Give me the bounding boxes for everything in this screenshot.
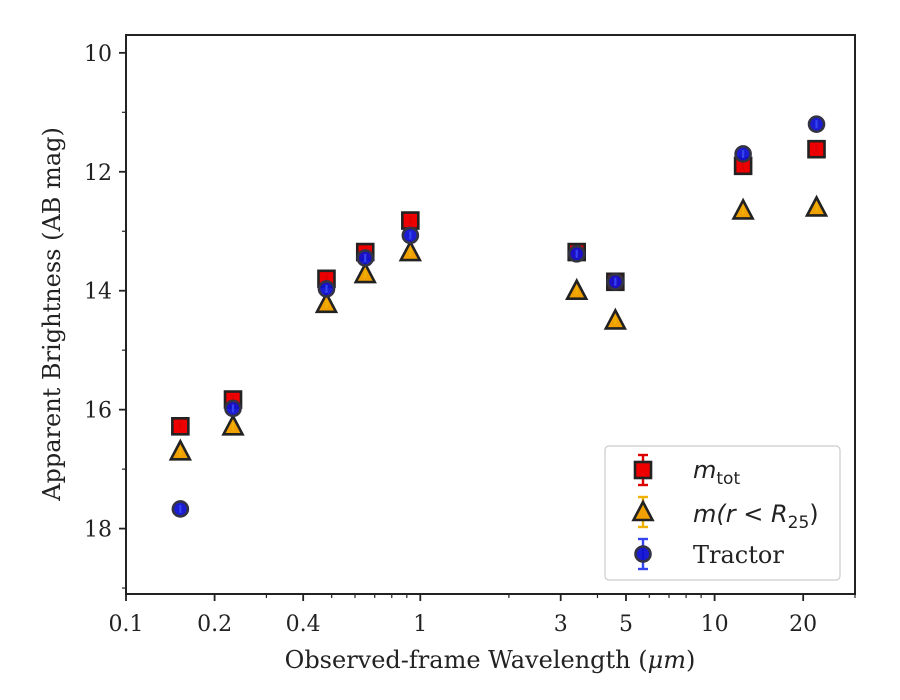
x-tick-label: 0.2: [197, 612, 232, 637]
series-mtot: [171, 139, 826, 436]
y-tick-label: 10: [84, 42, 112, 67]
x-tick-label: 1: [413, 612, 427, 637]
y-tick-label: 18: [84, 518, 112, 543]
x-tick-label: 5: [619, 612, 633, 637]
x-tick-label: 0.1: [109, 612, 144, 637]
legend-label-mr25: m(r < R25): [693, 500, 819, 533]
y-tick-label: 14: [84, 280, 112, 305]
x-axis: 0.1 0.2 0.4 1 3 5 10 20: [109, 594, 856, 637]
legend-marker-mtot: [633, 460, 653, 480]
series-tractor: [171, 115, 826, 518]
legend-marker-tractor: [634, 545, 652, 563]
series-mr25: [168, 194, 829, 461]
legend: mtot m(r < R25) Tractor: [604, 445, 841, 581]
x-tick-label: 0.4: [286, 612, 321, 637]
x-tick-label: 3: [554, 612, 568, 637]
x-axis-title-unit: μm: [648, 646, 686, 674]
legend-label-tractor: Tractor: [693, 541, 784, 569]
x-axis-title: Observed-frame Wavelength (μm): [285, 646, 696, 674]
plot-frame: [125, 34, 856, 595]
x-axis-title-suffix: ): [686, 646, 695, 674]
x-tick-label: 10: [701, 612, 729, 637]
x-tick-label: 20: [789, 612, 817, 637]
legend-box: [604, 445, 841, 581]
legend-marker-mr25: [631, 499, 655, 522]
data-marks: [168, 115, 829, 518]
legend-label-mtot: mtot: [693, 456, 740, 489]
y-tick-label: 12: [84, 161, 112, 186]
y-axis-title: Apparent Brightness (AB mag): [38, 127, 66, 502]
y-tick-label: 16: [84, 399, 112, 424]
y-axis: 10 12 14 16 18: [84, 42, 126, 589]
x-axis-title-prefix: Observed-frame Wavelength (: [285, 646, 648, 674]
